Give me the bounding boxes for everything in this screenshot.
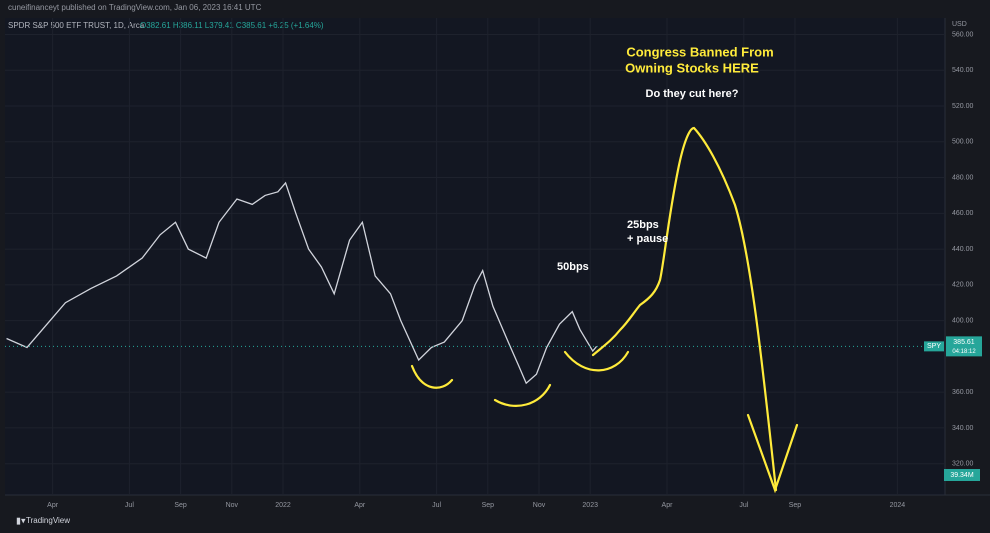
currency: USD bbox=[952, 21, 967, 28]
y-tick-label: 400.00 bbox=[952, 317, 974, 324]
brand-logo: ▮▾ bbox=[16, 515, 26, 525]
smile bbox=[493, 383, 552, 407]
smile bbox=[410, 364, 454, 389]
x-tick-label: Jul bbox=[432, 502, 441, 509]
x-tick-label: 2022 bbox=[275, 502, 291, 509]
symbol: SPDR S&P 500 ETF TRUST, 1D, Arca bbox=[8, 21, 145, 30]
y-tick-label: 320.00 bbox=[952, 461, 974, 468]
countdown-label: 04:18:12 bbox=[952, 349, 976, 355]
annotation: 25bps bbox=[627, 219, 659, 231]
projection bbox=[591, 126, 778, 492]
arrow-head bbox=[746, 413, 799, 494]
publisher: cuneifinanceyt published on TradingView.… bbox=[8, 3, 262, 12]
y-tick-label: 440.00 bbox=[952, 246, 974, 253]
y-tick-label: 500.00 bbox=[952, 139, 974, 146]
x-tick-label: 2024 bbox=[890, 502, 906, 509]
y-tick-label: 540.00 bbox=[952, 67, 974, 74]
x-tick-label: Sep bbox=[482, 502, 495, 509]
drawings bbox=[410, 126, 799, 494]
y-tick-label: 360.00 bbox=[952, 389, 974, 396]
x-tick-label: Apr bbox=[47, 502, 59, 509]
x-tick-label: 2023 bbox=[582, 502, 598, 509]
brand: TradingView bbox=[26, 516, 70, 525]
y-tick-label: 460.00 bbox=[952, 210, 974, 217]
symbol-tag bbox=[924, 341, 944, 352]
x-tick-label: Apr bbox=[662, 502, 674, 509]
x-tick-label: Apr bbox=[354, 502, 366, 509]
price-line bbox=[6, 181, 598, 385]
volume-tag bbox=[944, 469, 980, 481]
annotation: Owning Stocks HERE bbox=[625, 60, 759, 75]
chart-pane bbox=[5, 18, 945, 495]
y-tick-label: 480.00 bbox=[952, 174, 974, 181]
annotation: 50bps bbox=[557, 261, 589, 273]
x-tick-label: Sep bbox=[789, 502, 802, 509]
y-tick-label: 340.00 bbox=[952, 425, 974, 432]
y-tick-label: 420.00 bbox=[952, 282, 974, 289]
volume-label: 39.34M bbox=[950, 472, 974, 479]
last-price-label: 385.61 bbox=[953, 339, 975, 346]
x-tick-label: Jul bbox=[125, 502, 134, 509]
x-tick-label: Nov bbox=[226, 502, 239, 509]
symbol-label: SPY bbox=[927, 343, 941, 350]
x-tick-label: Sep bbox=[174, 502, 187, 509]
annotation: + pause bbox=[627, 233, 668, 245]
last-price-tag bbox=[946, 336, 982, 357]
y-tick-label: 560.00 bbox=[952, 31, 974, 38]
annotation: Do they cut here? bbox=[646, 88, 739, 100]
x-tick-label: Nov bbox=[533, 502, 546, 509]
smile bbox=[563, 350, 630, 372]
x-tick-label: Jul bbox=[739, 502, 748, 509]
y-tick-label: 520.00 bbox=[952, 103, 974, 110]
annotation: Congress Banned From bbox=[626, 44, 773, 59]
